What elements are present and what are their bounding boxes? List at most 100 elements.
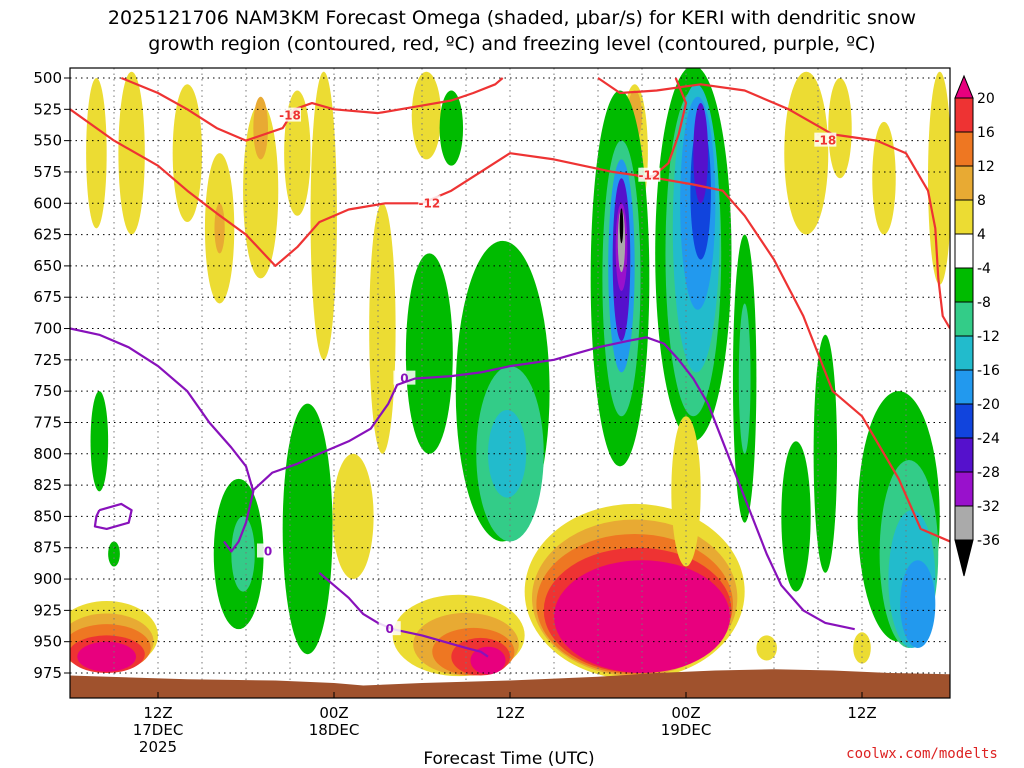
y-tick-label-15: 875 bbox=[33, 539, 62, 557]
omega-region-37 bbox=[738, 303, 751, 454]
dendritic-contour-label-3: -12 bbox=[638, 169, 660, 183]
y-tick-label-19: 975 bbox=[33, 664, 62, 682]
x-tick-label-1-0: 00Z bbox=[319, 704, 348, 722]
omega-region-35 bbox=[693, 103, 709, 204]
credit-text: coolwx.com/modelts bbox=[846, 746, 998, 762]
colorbar-segment-1 bbox=[954, 131, 974, 167]
colorbar-label-8: -16 bbox=[977, 363, 1000, 379]
omega-region-22 bbox=[488, 409, 527, 498]
omega-region-66 bbox=[756, 635, 777, 661]
dendritic-contour-label-bg-1 bbox=[814, 132, 837, 147]
dendritic-contour-label-0: -18 bbox=[279, 109, 301, 123]
omega-region-63 bbox=[554, 560, 730, 673]
y-tick-label-18: 950 bbox=[33, 633, 62, 651]
omega-region-53 bbox=[77, 641, 136, 672]
y-tick-label-10: 750 bbox=[33, 382, 62, 400]
omega-region-7 bbox=[284, 90, 311, 216]
y-tick-label-17: 925 bbox=[33, 601, 62, 619]
omega-region-8 bbox=[310, 71, 337, 360]
x-tick-label-0-2: 2025 bbox=[139, 738, 177, 756]
y-tick-label-16: 900 bbox=[33, 570, 62, 588]
omega-region-9 bbox=[332, 453, 374, 580]
terrain bbox=[70, 669, 950, 698]
colorbar-label-13: -36 bbox=[977, 533, 1000, 549]
omega-region-6 bbox=[253, 96, 268, 160]
dendritic-contour-line-0 bbox=[120, 76, 504, 142]
colorbar-segment-4 bbox=[954, 233, 974, 269]
omega-region-65 bbox=[853, 632, 871, 664]
omega-region-39 bbox=[813, 334, 838, 573]
colorbar-label-2: 12 bbox=[977, 159, 995, 175]
omega-region-19 bbox=[405, 253, 453, 454]
colorbar-label-7: -12 bbox=[977, 329, 1000, 345]
omega-region-15 bbox=[828, 78, 852, 179]
freezing-contour-label-2: 0 bbox=[386, 622, 394, 636]
y-tick-label-14: 850 bbox=[33, 507, 62, 525]
x-tick-label-4-0: 12Z bbox=[847, 704, 876, 722]
colorbar-segment-11 bbox=[954, 471, 974, 507]
colorbar-segment-10 bbox=[954, 437, 974, 473]
y-tick-label-13: 825 bbox=[33, 476, 62, 494]
omega-region-58 bbox=[470, 646, 506, 675]
omega-region-43 bbox=[900, 560, 936, 648]
omega-region-64 bbox=[671, 416, 701, 567]
x-tick-label-0-0: 12Z bbox=[143, 704, 172, 722]
freezing-contour-label-bg-2 bbox=[378, 621, 401, 636]
dendritic-contour-line-2 bbox=[70, 108, 950, 543]
y-tick-label-6: 650 bbox=[33, 257, 62, 275]
y-tick-label-2: 550 bbox=[33, 132, 62, 150]
x-tick-label-2-0: 12Z bbox=[495, 704, 524, 722]
colorbar-label-12: -32 bbox=[977, 499, 1000, 515]
omega-region-44 bbox=[90, 391, 109, 492]
colorbar-segment-8 bbox=[954, 369, 974, 405]
colorbar-label-0: 20 bbox=[977, 91, 995, 107]
freezing-contour-line-3 bbox=[93, 502, 133, 530]
colorbar-label-5: -4 bbox=[977, 261, 991, 277]
colorbar-label-1: 16 bbox=[977, 125, 995, 141]
colorbar-segment-9 bbox=[954, 403, 974, 439]
colorbar-segment-0 bbox=[954, 97, 974, 133]
y-tick-label-0: 500 bbox=[33, 69, 62, 87]
dendritic-contour-label-1: -18 bbox=[814, 134, 836, 148]
omega-region-16 bbox=[872, 121, 896, 235]
terrain-fill bbox=[70, 669, 950, 698]
colorbar-segment-3 bbox=[954, 199, 974, 235]
y-tick-label-4: 600 bbox=[33, 194, 62, 212]
y-tick-label-12: 800 bbox=[33, 445, 62, 463]
freezing-contour-line-1 bbox=[251, 336, 855, 631]
freezing-contour-label-1: 0 bbox=[264, 544, 272, 558]
y-tick-label-9: 725 bbox=[33, 351, 62, 369]
omega-region-0 bbox=[86, 78, 107, 229]
colorbar-segment-5 bbox=[954, 267, 974, 303]
dendritic-contour-label-bg-0 bbox=[279, 107, 301, 122]
colorbar-label-10: -24 bbox=[977, 431, 1000, 447]
chart-title-line1: 2025121706 NAM3KM Forecast Omega (shaded… bbox=[108, 7, 916, 29]
omega-region-11 bbox=[411, 71, 442, 160]
x-axis-title: Forecast Time (UTC) bbox=[423, 749, 594, 768]
colorbar-segment-7 bbox=[954, 335, 974, 371]
y-tick-label-8: 700 bbox=[33, 320, 62, 338]
x-tick-label-3-0: 00Z bbox=[671, 704, 700, 722]
y-tick-label-7: 675 bbox=[33, 288, 62, 306]
omega-region-14 bbox=[784, 71, 829, 235]
y-tick-label-11: 775 bbox=[33, 413, 62, 431]
y-tick-label-3: 575 bbox=[33, 163, 62, 181]
colorbar-segment-6 bbox=[954, 301, 974, 337]
colorbar-label-4: 4 bbox=[977, 227, 986, 243]
omega-region-47 bbox=[231, 516, 255, 592]
colorbar: 20 16 12 8 4 -4 -8 -12 -16 -20 -24 -28 -32 -36 bbox=[954, 74, 1000, 577]
contours: -18 -18 -12 -12 0 0 0 bbox=[70, 76, 950, 658]
x-tick-label-1-1: 18DEC bbox=[309, 721, 360, 739]
colorbar-label-11: -28 bbox=[977, 465, 1000, 481]
colorbar-segment-12 bbox=[954, 505, 974, 541]
colorbar-segment-2 bbox=[954, 165, 974, 201]
freezing-contour-line-0 bbox=[70, 327, 255, 553]
omega-region-4 bbox=[214, 203, 225, 254]
colorbar-top-arrow bbox=[954, 74, 974, 99]
colorbar-label-6: -8 bbox=[977, 295, 991, 311]
dendritic-contour-line-1 bbox=[597, 77, 950, 330]
y-tick-label-1: 525 bbox=[33, 100, 62, 118]
x-tick-label-0-1: 17DEC bbox=[133, 721, 184, 739]
grid-lines bbox=[70, 68, 950, 698]
